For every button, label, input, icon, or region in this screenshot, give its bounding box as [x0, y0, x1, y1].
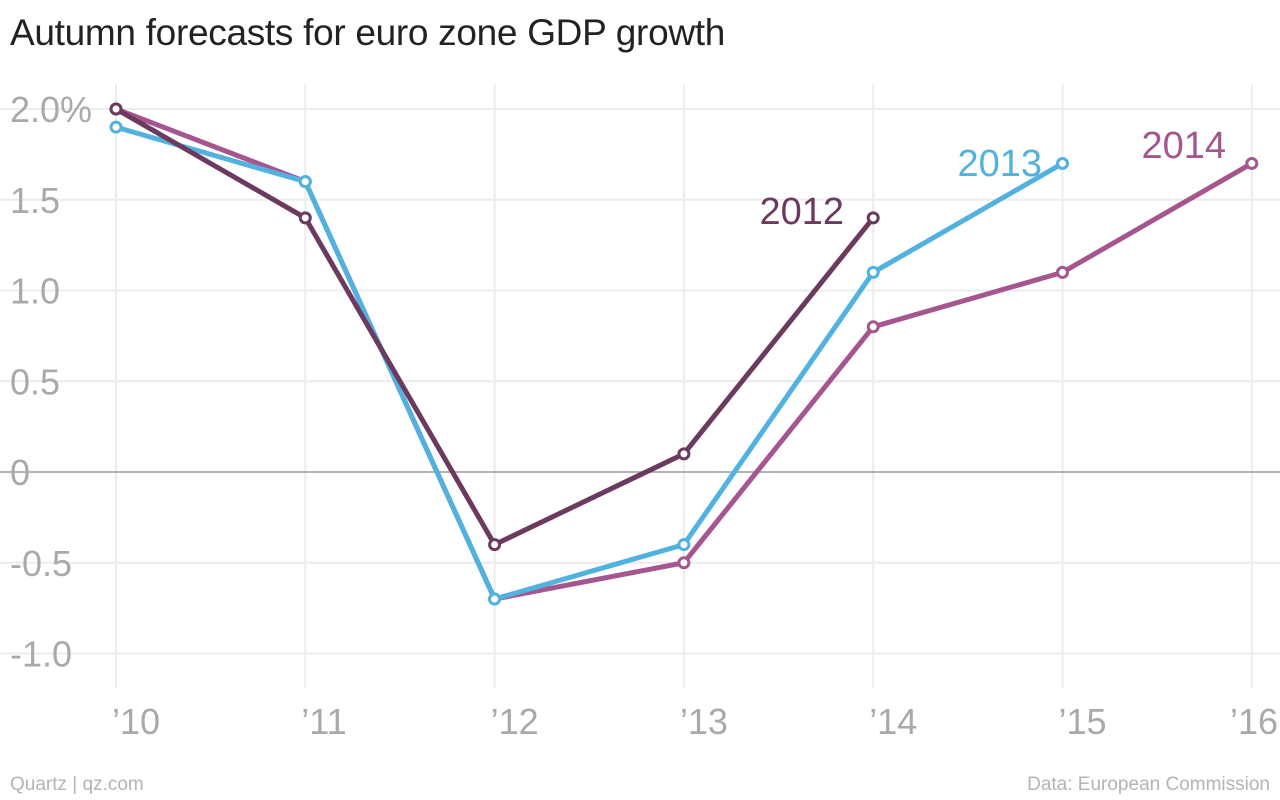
y-tick-label: 1.0	[10, 271, 60, 312]
x-tick-label: ’11	[301, 701, 346, 742]
data-point-2013	[677, 538, 691, 552]
series-label-2014: 2014	[1141, 125, 1226, 167]
x-tick-label: ’15	[1059, 701, 1107, 742]
data-point-2012	[298, 211, 312, 225]
x-tick-label: ’16	[1230, 701, 1278, 742]
data-point-2014	[866, 320, 880, 334]
data-point-2012	[866, 211, 880, 225]
series-line-2013	[113, 124, 1065, 602]
chart-title: Autumn forecasts for euro zone GDP growt…	[10, 12, 726, 53]
data-point-2013	[109, 120, 123, 134]
data-point-2012	[488, 538, 502, 552]
data-point-2014	[1245, 156, 1259, 170]
y-tick-label: 0	[10, 452, 30, 493]
data-point-2012	[109, 102, 123, 116]
series-label-2013: 2013	[957, 143, 1042, 185]
series-label-2012: 2012	[759, 191, 844, 233]
x-tick-label: ’10	[112, 701, 160, 742]
data-point-2013	[488, 592, 502, 606]
y-tick-label: 2.0%	[10, 89, 92, 130]
x-tick-label: ’12	[491, 701, 539, 742]
data-point-2014	[677, 556, 691, 570]
y-tick-label: 0.5	[10, 361, 60, 402]
data-point-2014	[1056, 265, 1069, 279]
data-point-2013	[298, 175, 312, 189]
footer-credit: Quartz | qz.com	[10, 774, 144, 795]
data-point-2012	[677, 447, 691, 461]
y-tick-label: 1.5	[10, 180, 60, 221]
data-point-2013	[866, 265, 880, 279]
x-tick-label: ’13	[680, 701, 728, 742]
y-tick-label: -0.5	[10, 543, 72, 584]
data-point-2013	[1056, 156, 1069, 170]
y-tick-label: -1.0	[10, 634, 72, 675]
footer-source: Data: European Commission	[1027, 774, 1270, 795]
x-tick-label: ’14	[869, 701, 917, 742]
